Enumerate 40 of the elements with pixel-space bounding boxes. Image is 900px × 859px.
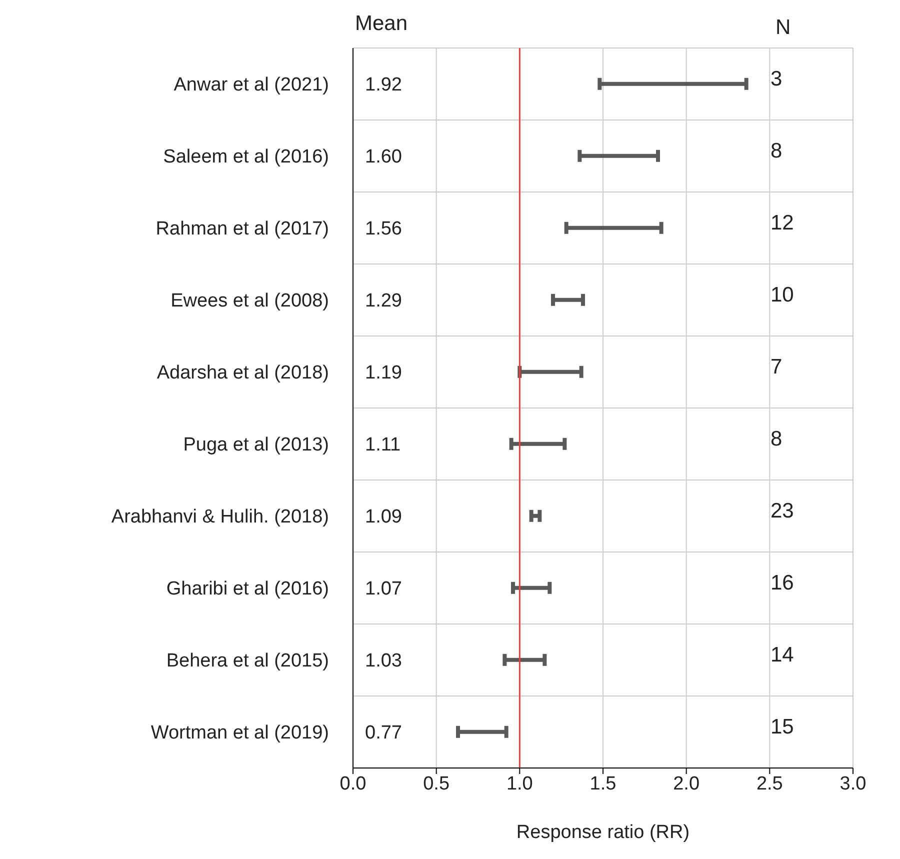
x-tick-label: 0.5 <box>423 773 450 794</box>
annotation: 7 <box>770 355 782 378</box>
annotation: 1.92 <box>365 74 402 96</box>
y-tick-label: Gharibi et al (2016) <box>166 578 329 600</box>
text: Mean <box>355 12 408 35</box>
annotation: 8 <box>770 139 782 162</box>
y-tick-label: Adarsha et al (2018) <box>156 362 329 384</box>
x-tick-label: 0.0 <box>340 773 366 794</box>
annotation: 1.09 <box>365 506 402 528</box>
y-tick-label: Ewees et al (2008) <box>170 290 329 312</box>
x-axis-title: Response ratio (RR) <box>516 822 690 843</box>
y-tick-label: Arabhanvi & Hulih. (2018) <box>111 506 329 528</box>
y-tick-label: Puga et al (2013) <box>183 434 329 456</box>
x-tick-label: 2.0 <box>673 773 700 794</box>
x-tick-label: 2.5 <box>756 773 783 794</box>
annotation: 1.60 <box>365 146 402 168</box>
y-tick-label: Behera et al (2015) <box>166 650 329 672</box>
annotation: 16 <box>770 571 794 594</box>
x-tick-label: 1.5 <box>590 773 616 794</box>
x-tick-label: 3.0 <box>840 773 866 794</box>
y-tick-label: Rahman et al (2017) <box>156 218 329 240</box>
annotation: 1.07 <box>365 578 402 600</box>
y-tick-label: Wortman et al (2019) <box>150 722 329 744</box>
annotation: 3 <box>770 67 782 90</box>
y-tick-label: Anwar et al (2021) <box>174 74 329 96</box>
annotation: 1.29 <box>365 290 402 312</box>
annotation: 15 <box>770 715 794 738</box>
annotation: 1.11 <box>365 434 401 456</box>
text: N <box>776 16 791 39</box>
annotation: 12 <box>770 211 794 234</box>
annotation: 8 <box>770 427 782 450</box>
annotation: 1.03 <box>365 650 402 672</box>
annotation: 23 <box>770 499 794 522</box>
annotation: 1.56 <box>365 218 402 240</box>
annotation: 10 <box>770 283 794 306</box>
annotation: 1.19 <box>365 362 402 384</box>
x-tick-label: 1.0 <box>506 773 533 794</box>
annotation: 0.77 <box>365 722 402 744</box>
annotation: 14 <box>770 643 794 666</box>
y-tick-label: Saleem et al (2016) <box>163 146 329 168</box>
